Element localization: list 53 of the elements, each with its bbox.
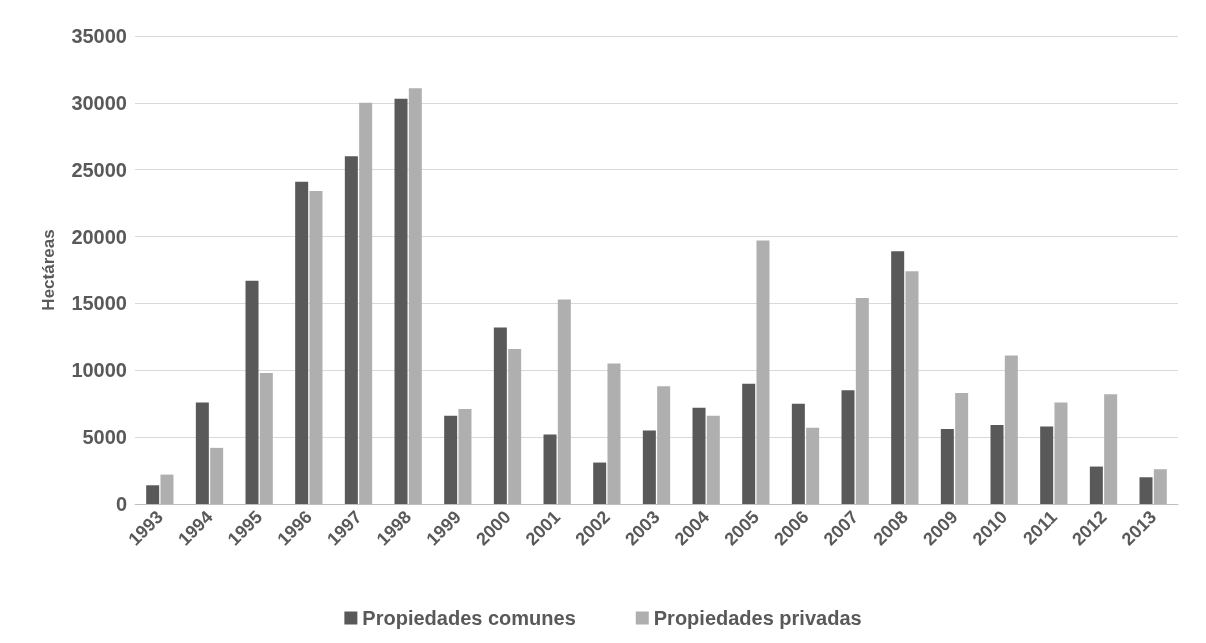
bar bbox=[408, 88, 422, 504]
legend-label: Propiedades comunes bbox=[362, 607, 576, 629]
y-tick-label: 30000 bbox=[71, 91, 127, 114]
y-tick-label: 25000 bbox=[71, 158, 127, 181]
bar bbox=[891, 251, 905, 504]
bar bbox=[905, 271, 919, 504]
bar bbox=[394, 98, 408, 504]
bar bbox=[742, 383, 756, 504]
bar bbox=[593, 462, 607, 504]
bar bbox=[508, 348, 522, 504]
bar bbox=[444, 415, 458, 504]
y-tick-label: 15000 bbox=[71, 292, 127, 315]
y-tick-label: 35000 bbox=[71, 25, 127, 47]
bar bbox=[1139, 477, 1153, 504]
bar bbox=[607, 363, 621, 504]
bar bbox=[756, 240, 770, 504]
bar bbox=[990, 425, 1004, 504]
bar bbox=[359, 102, 373, 504]
bar bbox=[855, 298, 869, 504]
bar bbox=[1004, 355, 1018, 504]
bar bbox=[706, 415, 720, 504]
bar bbox=[940, 429, 954, 504]
bar bbox=[692, 407, 706, 504]
bar bbox=[146, 485, 160, 504]
bar bbox=[657, 386, 671, 504]
bar bbox=[493, 327, 507, 504]
y-tick-label: 10000 bbox=[71, 359, 127, 382]
bar bbox=[458, 409, 472, 504]
bar bbox=[245, 280, 259, 504]
bar bbox=[295, 181, 309, 504]
bar bbox=[806, 427, 820, 504]
bar bbox=[1054, 402, 1068, 504]
y-tick-label: 5000 bbox=[82, 426, 127, 449]
bar bbox=[344, 156, 358, 504]
bar bbox=[195, 402, 209, 504]
bar bbox=[309, 191, 323, 504]
bar bbox=[1040, 426, 1054, 504]
bar bbox=[1104, 394, 1118, 504]
y-tick-label: 20000 bbox=[71, 225, 127, 248]
bar bbox=[1089, 466, 1103, 504]
bar bbox=[259, 372, 273, 504]
bar bbox=[160, 474, 174, 504]
bar bbox=[210, 447, 224, 504]
bar bbox=[841, 390, 855, 504]
bar bbox=[791, 403, 805, 504]
y-tick-label: 0 bbox=[115, 493, 127, 515]
bar bbox=[642, 430, 656, 504]
bar bbox=[955, 393, 969, 504]
bar bbox=[1153, 469, 1167, 504]
legend-label: Propiedades privadas bbox=[653, 607, 862, 629]
y-axis-title: Hectáreas bbox=[39, 229, 58, 311]
bar bbox=[543, 434, 557, 504]
bar bbox=[557, 299, 571, 504]
